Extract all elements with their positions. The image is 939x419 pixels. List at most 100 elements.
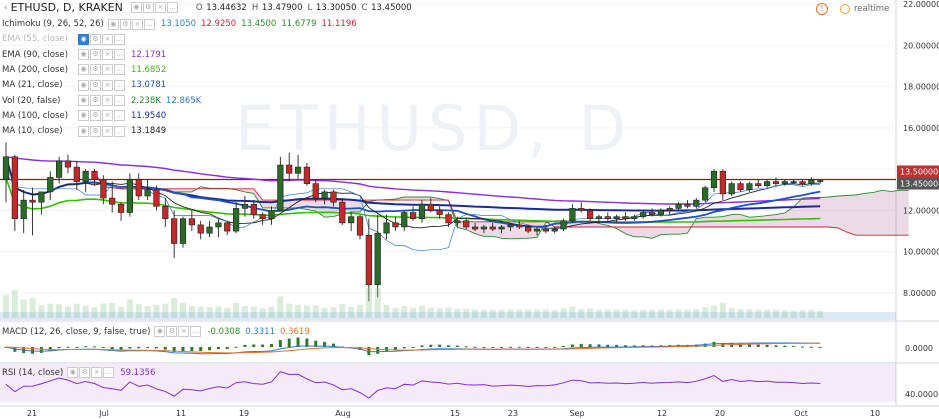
indicator-row[interactable]: MA (21, close) ◉ ⚙ ×… 13.0781 (2, 78, 171, 92)
more-icon[interactable]: … (114, 125, 125, 137)
volume-bar (126, 299, 133, 318)
volume-bar (604, 309, 611, 318)
close-icon[interactable]: × (102, 125, 113, 137)
macd-histogram-bar (420, 345, 424, 347)
candle (648, 212, 656, 215)
candle (29, 199, 36, 203)
macd-histogram-bar (544, 346, 548, 348)
close-icon[interactable]: × (102, 95, 113, 106)
volume-bar (330, 307, 337, 318)
indicator-row[interactable]: MA (200, close) ◉ ⚙ ×… 11.6852 (2, 63, 171, 77)
candle (348, 216, 355, 224)
candle (693, 199, 700, 207)
candle (294, 166, 302, 174)
settings-icon[interactable]: ⚙ (166, 326, 178, 337)
volume-bar (118, 306, 125, 318)
more-icon[interactable]: … (114, 49, 125, 61)
close-icon[interactable]: × (102, 110, 113, 122)
volume-bar (772, 309, 779, 318)
more-icon[interactable]: … (114, 110, 125, 122)
indicator-value: 12.865K (165, 95, 202, 106)
more-icon[interactable]: … (190, 326, 202, 337)
macd-histogram-bar (482, 346, 486, 348)
eye-icon[interactable]: ◉ (78, 79, 89, 91)
indicator-row[interactable]: MA (100, close) ◉ ⚙ ×… 11.9540 (2, 109, 171, 123)
eye-icon[interactable]: ◉ (107, 18, 119, 30)
macd-histogram-bar (190, 347, 194, 351)
candle (206, 226, 213, 234)
close-icon[interactable]: × (154, 2, 166, 13)
candle (480, 226, 488, 230)
settings-icon[interactable]: ⚙ (90, 110, 101, 122)
volume-bar (711, 305, 717, 318)
indicator-row[interactable]: EMA (55, close) ◉ ⚙ ×… (2, 32, 131, 46)
indicator-row[interactable]: Vol (20, false) ◉ ⚙ ×… 2.238K 12.865K (2, 94, 206, 108)
eye-icon[interactable]: ◉ (78, 49, 89, 61)
candle (241, 203, 249, 209)
warning-icon[interactable]: ! (816, 3, 828, 15)
eye-icon[interactable]: ◉ (130, 2, 142, 13)
settings-icon[interactable]: ⚙ (90, 125, 101, 137)
candle (356, 216, 364, 236)
macd-histogram-bar (703, 343, 707, 347)
close-icon[interactable]: × (178, 326, 190, 337)
indicator-value: 13.4500 (241, 19, 277, 29)
volume-bar (303, 305, 310, 318)
candle (710, 170, 718, 189)
close-icon[interactable]: × (102, 33, 113, 45)
settings-icon[interactable]: ⚙ (90, 79, 101, 91)
x-axis-label: 11 (176, 409, 186, 418)
eye-icon[interactable]: ◉ (78, 64, 89, 76)
volume-bar (401, 306, 408, 318)
macd-histogram-bar (181, 347, 185, 352)
more-icon[interactable]: … (114, 64, 125, 76)
eye-icon[interactable]: ◉ (154, 326, 166, 337)
more-icon[interactable]: … (114, 79, 125, 91)
volume-bar (799, 310, 806, 318)
close-icon[interactable]: × (102, 49, 113, 61)
close-icon[interactable]: × (102, 79, 113, 91)
settings-icon[interactable]: ⚙ (142, 2, 154, 13)
indicator-row[interactable]: MA (10, close) ◉ ⚙ ×… 13.1849 (2, 124, 171, 138)
ohlc-value-l: 13.30050 (313, 2, 357, 13)
macd-histogram-bar (500, 347, 504, 348)
macd-histogram-bar (278, 340, 282, 347)
eye-icon[interactable]: ◉ (78, 125, 89, 137)
settings-icon[interactable]: ⚙ (90, 49, 101, 61)
candle (47, 177, 54, 193)
macd-histogram-bar (287, 338, 291, 347)
chevron-left-icon[interactable]: ‹ (4, 2, 8, 13)
eye-icon[interactable]: ◉ (78, 95, 89, 106)
settings-icon[interactable]: ⚙ (79, 367, 91, 378)
macd-histogram-bar (270, 343, 273, 347)
volume-bar (746, 309, 753, 318)
volume-bar (224, 307, 231, 318)
price-axis-label: 12.00000 (903, 206, 939, 215)
price-axis-label: 10.00000 (903, 248, 939, 257)
macd-histogram-bar (119, 347, 123, 351)
volume-bar (374, 288, 381, 318)
macd-histogram-bar (774, 345, 778, 347)
eye-icon[interactable]: ◉ (78, 33, 89, 45)
eye-icon[interactable]: ◉ (67, 367, 79, 378)
settings-icon[interactable]: ⚙ (119, 18, 131, 30)
eye-icon[interactable]: ◉ (78, 110, 89, 122)
indicator-row[interactable]: EMA (90, close) ◉ ⚙ ×… 12.1791 (2, 48, 171, 62)
more-icon[interactable]: … (114, 95, 125, 106)
symbol-watermark: ETHUSD, D (235, 92, 633, 165)
settings-icon[interactable]: ⚙ (90, 95, 101, 106)
more-icon[interactable]: … (114, 33, 125, 45)
more-icon[interactable]: … (143, 18, 155, 30)
close-icon[interactable]: × (102, 64, 113, 76)
settings-icon[interactable]: ⚙ (90, 64, 101, 76)
indicator-row[interactable]: Ichimoku (9, 26, 52, 26) ◉ ⚙ ×… 13.1050 12.92… (2, 17, 362, 31)
symbol-title[interactable]: ETHUSD, D, KRAKEN (10, 1, 123, 14)
close-icon[interactable]: × (131, 18, 143, 30)
more-icon[interactable]: … (103, 367, 115, 378)
candle (233, 208, 240, 232)
settings-icon[interactable]: ⚙ (90, 33, 101, 45)
more-icon[interactable]: … (166, 2, 178, 13)
candle (197, 224, 204, 234)
close-icon[interactable]: × (91, 367, 103, 378)
